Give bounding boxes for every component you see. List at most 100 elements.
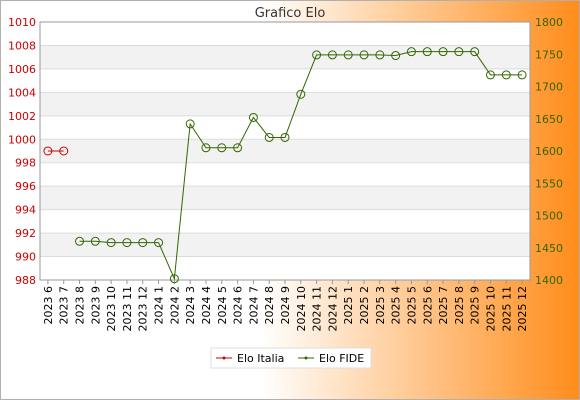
y-left-tick-label: 1002: [8, 110, 36, 123]
data-point-elo-italia: [43, 146, 53, 156]
x-tick-label: 2023 8: [74, 286, 87, 325]
x-tick-label: 2024 10: [295, 286, 308, 332]
x-tick-label: 2024 7: [247, 286, 260, 325]
grid-band: [40, 209, 530, 234]
x-tick-label: 2024 2: [168, 286, 181, 325]
x-tick-label: 2025 11: [500, 286, 513, 332]
y-left-tick-label: 990: [15, 251, 36, 264]
y-right-tick-label: 1800: [535, 16, 563, 29]
data-point-elo-fide: [90, 236, 100, 246]
grid-band: [40, 92, 530, 116]
data-point-elo-fide: [501, 70, 511, 80]
data-point-elo-fide: [75, 236, 85, 246]
y-right-tick-label: 1700: [535, 81, 563, 94]
grid-band: [40, 186, 530, 210]
x-tick-label: 2025 10: [484, 286, 497, 332]
y-right-tick-label: 1600: [535, 145, 563, 158]
y-left-tick-label: 1004: [8, 86, 36, 99]
y-left-tick-label: 1000: [8, 133, 36, 146]
data-point-elo-fide: [138, 238, 148, 248]
y-right-tick-label: 1500: [535, 210, 563, 223]
data-point-elo-fide: [406, 47, 416, 57]
y-left-tick-label: 996: [15, 180, 36, 193]
data-point-elo-fide: [154, 238, 164, 248]
y-right-tick-label: 1400: [535, 274, 563, 287]
x-tick-label: 2024 6: [232, 286, 245, 325]
x-tick-label: 2025 8: [453, 286, 466, 325]
data-point-elo-fide: [454, 47, 464, 57]
data-point-elo-fide: [122, 238, 132, 248]
data-point-elo-fide: [296, 89, 306, 99]
data-point-elo-fide: [280, 132, 290, 142]
x-tick-label: 2025 7: [437, 286, 450, 325]
data-point-elo-fide: [264, 132, 274, 142]
x-tick-label: 2023 10: [105, 286, 118, 332]
x-tick-label: 2025 4: [390, 286, 403, 325]
grid-band: [40, 22, 530, 46]
x-tick-label: 2025 1: [342, 286, 355, 325]
x-tick-label: 2023 6: [42, 286, 55, 325]
legend: Elo Italia Elo FIDE: [210, 347, 372, 369]
y-right-tick-label: 1750: [535, 48, 563, 61]
x-tick-label: 2024 3: [184, 286, 197, 325]
x-tick-label: 2025 12: [516, 286, 529, 332]
series-line-elo-fide: [79, 51, 523, 280]
x-tick-label: 2025 9: [469, 286, 482, 325]
x-tick-label: 2023 9: [89, 286, 102, 325]
grid-band: [40, 256, 530, 280]
y-left-tick-label: 994: [15, 204, 36, 217]
data-point-elo-fide: [422, 47, 432, 57]
x-tick-label: 2024 12: [326, 286, 339, 332]
data-point-elo-fide: [470, 47, 480, 57]
legend-marker-elo-italia: [222, 356, 226, 360]
y-left-tick-label: 998: [15, 157, 36, 170]
data-point-elo-fide: [248, 112, 258, 122]
grid-band: [40, 115, 530, 140]
y-left-tick-label: 992: [15, 227, 36, 240]
y-left-tick-label: 1006: [8, 63, 36, 76]
chart-title: Grafico Elo: [255, 6, 326, 21]
x-tick-label: 2025 3: [374, 286, 387, 325]
data-point-elo-fide: [233, 143, 243, 153]
grid-band: [40, 139, 530, 163]
y-left-tick-label: 1008: [8, 39, 36, 52]
data-point-elo-fide: [517, 70, 527, 80]
data-point-elo-fide: [343, 50, 353, 60]
legend-marker-elo-fide: [304, 356, 308, 360]
y-right-tick-label: 1550: [535, 177, 563, 190]
x-tick-label: 2024 8: [263, 286, 276, 325]
data-point-elo-fide: [485, 70, 495, 80]
x-tick-label: 2023 12: [137, 286, 150, 332]
grid-band: [40, 162, 530, 187]
grid-band: [40, 68, 530, 93]
legend-box: [210, 347, 372, 369]
x-tick-label: 2024 1: [153, 286, 166, 325]
y-left-tick-label: 988: [15, 274, 36, 287]
y-left-tick-label: 1010: [8, 16, 36, 29]
data-point-elo-fide: [312, 50, 322, 60]
x-tick-label: 2025 6: [421, 286, 434, 325]
x-tick-label: 2024 11: [311, 286, 324, 332]
x-tick-label: 2025 2: [358, 286, 371, 325]
x-tick-label: 2024 4: [200, 286, 213, 325]
data-point-elo-fide: [359, 50, 369, 60]
x-tick-label: 2023 7: [58, 286, 71, 325]
y-right-tick-label: 1450: [535, 242, 563, 255]
data-point-elo-fide: [375, 50, 385, 60]
y-right-tick-label: 1650: [535, 113, 563, 126]
data-point-elo-fide: [201, 143, 211, 153]
data-point-elo-fide: [327, 50, 337, 60]
x-tick-label: 2023 11: [121, 286, 134, 332]
data-point-elo-fide: [438, 47, 448, 57]
data-point-elo-fide: [185, 119, 195, 129]
data-point-elo-italia: [59, 146, 69, 156]
x-tick-label: 2024 9: [279, 286, 292, 325]
data-point-elo-fide: [169, 274, 179, 284]
grid-band: [40, 233, 530, 257]
legend-label-elo-fide: Elo FIDE: [319, 352, 364, 365]
x-tick-label: 2024 5: [216, 286, 229, 325]
x-tick-label: 2025 5: [405, 286, 418, 325]
data-point-elo-fide: [391, 51, 401, 61]
